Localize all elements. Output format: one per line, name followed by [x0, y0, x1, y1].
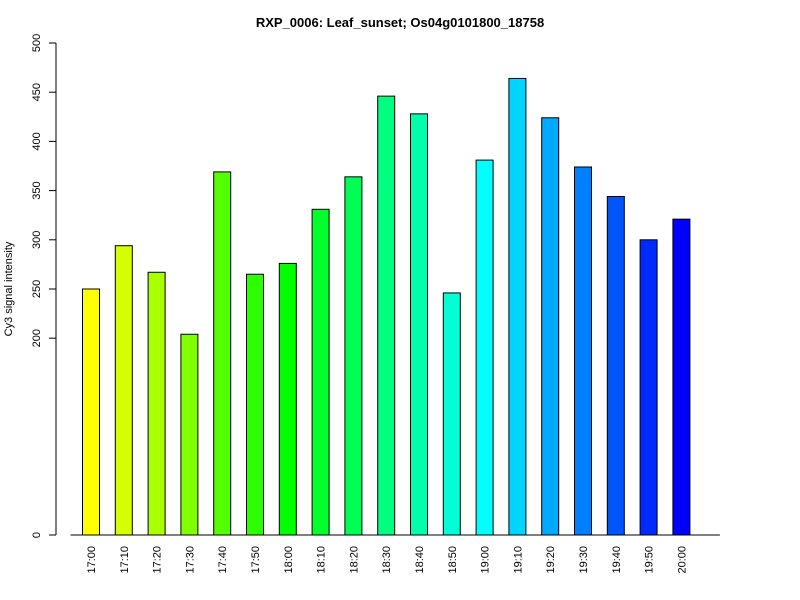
y-tick-label: 450	[31, 83, 43, 101]
x-tick-label: 19:40	[611, 546, 623, 574]
chart-title: RXP_0006: Leaf_sunset; Os04g0101800_1875…	[256, 15, 544, 30]
bar-1900	[475, 159, 494, 536]
bar-1910	[508, 77, 527, 536]
bar-2000	[672, 218, 691, 536]
x-tick-label: 19:30	[578, 546, 590, 574]
bar-1940	[606, 196, 625, 536]
x-tick-label: 19:20	[545, 546, 557, 574]
bar-1920	[541, 117, 560, 536]
bars	[82, 77, 691, 536]
x-tick-label: 17:40	[217, 546, 229, 574]
y-tick-label: 400	[31, 132, 43, 150]
y-tick-label: 0	[31, 532, 43, 538]
y-axis: 0 200 250 300 350 400 450 500	[31, 34, 57, 538]
x-tick-label: 18:20	[348, 546, 360, 574]
bar-1710	[114, 245, 133, 536]
y-tick-label: 200	[31, 329, 43, 347]
bar-1820	[344, 176, 363, 536]
x-tick-label: 17:30	[184, 546, 196, 574]
bar-1810	[311, 208, 330, 536]
x-tick-label: 18:00	[283, 546, 295, 574]
x-tick-labels: 17:00 17:10 17:20 17:30 17:40 17:50 18:00 18:10…	[86, 546, 688, 574]
bar-1700	[82, 288, 100, 536]
bar-1950	[639, 239, 658, 536]
bar-1750	[246, 273, 264, 536]
x-tick-label: 19:00	[480, 546, 492, 574]
x-tick-label: 18:50	[447, 546, 459, 574]
x-tick-label: 20:00	[676, 546, 688, 574]
x-tick-label: 18:40	[414, 546, 426, 574]
bar-1720	[147, 271, 166, 536]
x-tick-label: 17:50	[250, 546, 262, 574]
x-tick-label: 18:30	[381, 546, 393, 574]
y-tick-label: 250	[31, 280, 43, 298]
y-tick-label: 500	[31, 34, 43, 52]
bar-1730	[180, 333, 199, 536]
bar-1850	[442, 292, 461, 536]
x-tick-label: 17:00	[86, 546, 98, 574]
y-tick-label: 300	[31, 231, 43, 249]
bar-1930	[574, 166, 592, 536]
x-tick-label: 17:20	[152, 546, 164, 574]
y-axis-label: Cy3 signal intensity	[3, 241, 15, 336]
x-tick-label: 19:10	[512, 546, 524, 574]
y-tick-label: 350	[31, 181, 43, 199]
x-tick-label: 18:10	[316, 546, 328, 574]
bar-1740	[213, 171, 232, 536]
bar-1800	[278, 262, 297, 536]
bar-1830	[377, 95, 396, 536]
x-tick-label: 17:10	[119, 546, 131, 574]
x-tick-label: 19:50	[644, 546, 656, 574]
bar-1840	[410, 113, 428, 536]
